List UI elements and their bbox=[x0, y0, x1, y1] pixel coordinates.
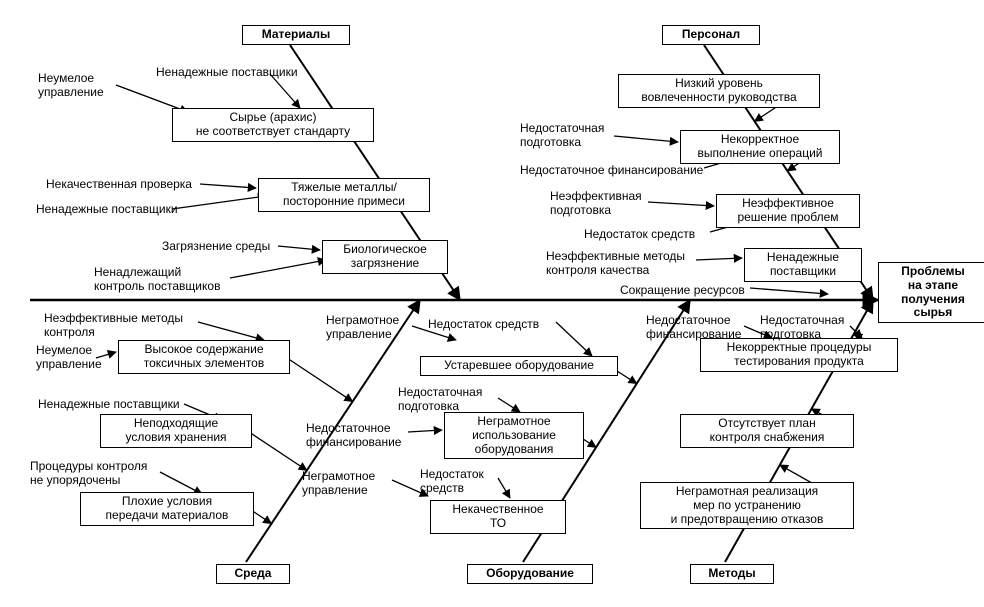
node-b13: Некачественное ТО bbox=[430, 500, 566, 534]
node-cat-environment: Среда bbox=[216, 564, 290, 584]
node-l1: Неумелое управление bbox=[38, 72, 104, 100]
node-l11: Неэффективные методы контроля качества bbox=[546, 250, 685, 278]
node-b12: Неграмотное использование оборудования bbox=[444, 412, 584, 459]
node-b2: Тяжелые металлы/ посторонние примеси bbox=[258, 178, 430, 212]
node-b6: Неэффективное решение проблем bbox=[716, 194, 860, 228]
node-l14: Неумелое управление bbox=[36, 344, 102, 372]
node-l8: Недостаточное финансирование bbox=[520, 164, 703, 178]
node-l20: Недостаточное финансирование bbox=[306, 422, 401, 450]
node-b9: Неподходящие условия хранения bbox=[100, 414, 252, 448]
node-l10: Недостаток средств bbox=[584, 228, 695, 242]
node-l15: Ненадежные поставщики bbox=[38, 398, 180, 412]
node-cat-equipment: Оборудование bbox=[467, 564, 593, 584]
node-cat-methods: Методы bbox=[690, 564, 774, 584]
node-b3: Биологическое загрязнение bbox=[322, 240, 448, 274]
node-l19: Недостаточная подготовка bbox=[398, 386, 482, 414]
node-b5: Некорректное выполнение операций bbox=[680, 130, 840, 164]
node-l24: Недостаточная подготовка bbox=[760, 314, 844, 342]
node-l12: Сокращение ресурсов bbox=[620, 284, 745, 298]
node-l23: Недостаточное финансирование bbox=[646, 314, 741, 342]
node-cat-materials: Материалы bbox=[242, 25, 350, 45]
node-l16: Процедуры контроля не упорядочены bbox=[30, 460, 147, 488]
node-l5: Загрязнение среды bbox=[162, 240, 270, 254]
node-b14: Некорректные процедуры тестирования прод… bbox=[700, 338, 898, 372]
node-l22: Недостаток средств bbox=[420, 468, 484, 496]
fishbone-diagram: Проблемы на этапе получения сырья Материа… bbox=[0, 0, 984, 607]
node-l2: Ненадежные поставщики bbox=[156, 66, 298, 80]
node-b1: Сырье (арахис) не соответствует стандарт… bbox=[172, 108, 374, 142]
node-l7: Недостаточная подготовка bbox=[520, 122, 604, 150]
node-b15: Отсутствует план контроля снабжения bbox=[680, 414, 854, 448]
node-b4: Низкий уровень вовлеченности руководства bbox=[618, 74, 820, 108]
node-b8: Высокое содержание токсичных элементов bbox=[118, 340, 290, 374]
node-b11: Устаревшее оборудование bbox=[420, 356, 618, 376]
node-head: Проблемы на этапе получения сырья bbox=[878, 262, 984, 323]
node-b7: Ненадежные поставщики bbox=[744, 248, 862, 282]
node-b16: Неграмотная реализация мер по устранению… bbox=[640, 482, 854, 529]
node-l6: Ненадлежащий контроль поставщиков bbox=[94, 266, 220, 294]
node-cat-personnel: Персонал bbox=[662, 25, 760, 45]
node-l4: Ненадежные поставщики bbox=[36, 203, 178, 217]
node-l21: Неграмотное управление bbox=[302, 470, 375, 498]
node-l18: Недостаток средств bbox=[428, 318, 539, 332]
node-l3: Некачественная проверка bbox=[46, 178, 192, 192]
node-b10: Плохие условия передачи материалов bbox=[80, 492, 254, 526]
node-l17: Неграмотное управление bbox=[326, 314, 399, 342]
node-l13: Неэффективные методы контроля bbox=[44, 312, 183, 340]
node-l9: Неэффективная подготовка bbox=[550, 190, 642, 218]
